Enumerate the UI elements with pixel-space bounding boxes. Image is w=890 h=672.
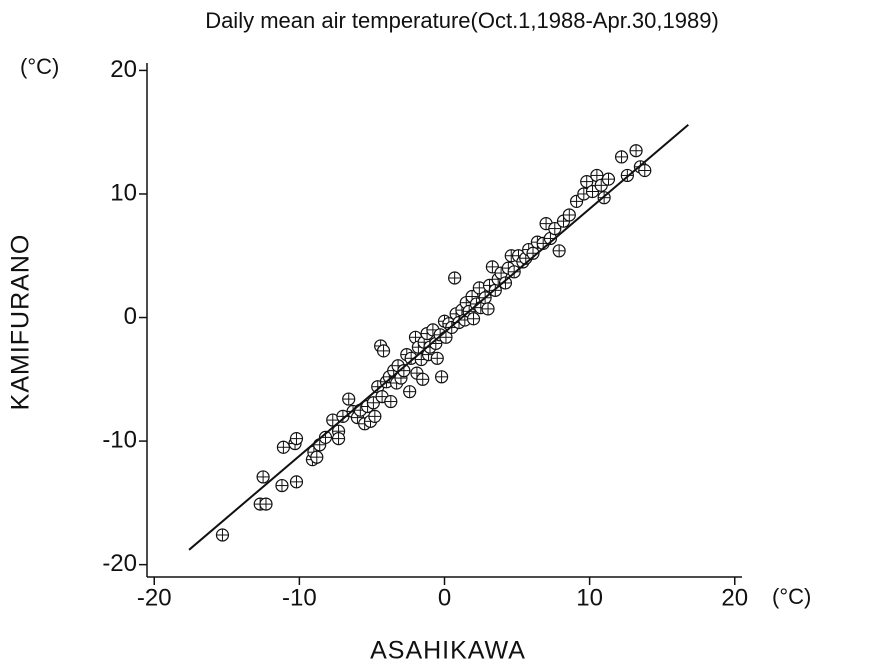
point	[376, 344, 391, 358]
y-unit: (°C)	[20, 54, 59, 79]
point	[416, 372, 430, 386]
x-tick-label: -20	[137, 584, 172, 611]
y-tick-label: 0	[124, 303, 137, 330]
point	[481, 302, 495, 316]
point	[256, 470, 270, 484]
point	[276, 440, 291, 454]
point	[368, 409, 382, 423]
point	[310, 450, 324, 464]
point	[342, 392, 356, 406]
point	[403, 385, 417, 399]
point	[638, 163, 652, 178]
point	[289, 475, 304, 489]
x-axis-title: ASAHIKAWA	[370, 637, 526, 665]
x-tick-label: 10	[576, 584, 603, 611]
y-tick-label: 20	[110, 56, 137, 83]
point	[448, 271, 462, 285]
fit-line	[188, 124, 689, 551]
chart-title: Daily mean air temperature(Oct.1,1988-Ap…	[205, 8, 719, 33]
point	[466, 312, 481, 326]
point	[434, 370, 449, 384]
x-unit: (°C)	[772, 584, 811, 609]
point	[601, 172, 616, 186]
point	[275, 478, 289, 493]
y-tick-label: -10	[102, 426, 137, 453]
x-tick-label: -10	[282, 584, 317, 611]
point	[548, 221, 562, 236]
x-tick-label: 0	[438, 584, 451, 611]
point	[614, 150, 629, 164]
point	[215, 528, 230, 542]
point	[430, 351, 444, 365]
y-tick-label: 10	[110, 179, 137, 206]
point	[629, 144, 643, 158]
point	[562, 208, 576, 222]
point	[331, 432, 346, 446]
point	[289, 432, 304, 446]
point	[580, 175, 594, 189]
y-axis-title: KAMIFURANO	[7, 234, 35, 411]
x-tick-label: 20	[721, 584, 748, 611]
point	[259, 497, 273, 511]
point	[384, 394, 398, 409]
point	[552, 244, 566, 258]
y-tick-label: -20	[102, 550, 137, 577]
